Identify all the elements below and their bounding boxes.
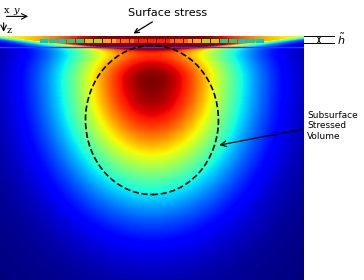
Text: x: x [4, 6, 9, 15]
Text: z: z [7, 25, 12, 35]
Text: Subsurface
Stressed
Volume: Subsurface Stressed Volume [307, 111, 358, 141]
Text: $\tilde{h}$: $\tilde{h}$ [337, 32, 345, 48]
Text: Surface stress: Surface stress [128, 8, 207, 33]
Text: y: y [13, 6, 19, 15]
